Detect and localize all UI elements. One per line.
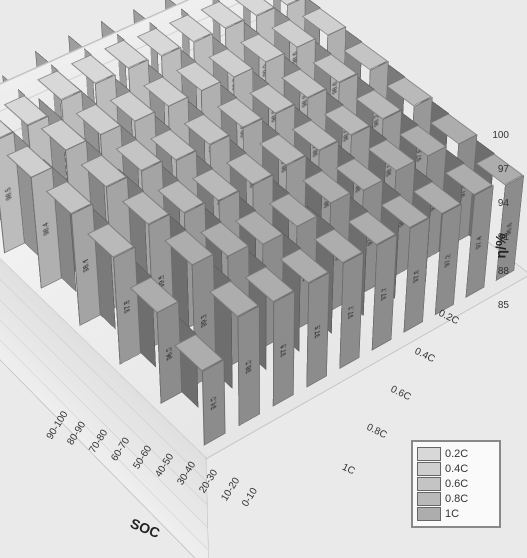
- legend-label: 0.2C: [445, 448, 468, 460]
- bar-value-label: 97.8: [122, 299, 131, 315]
- legend-label: 0.6C: [445, 478, 468, 490]
- soc-tick: 0-10: [240, 486, 260, 509]
- legend-swatch: [417, 477, 441, 491]
- legend-item: 0.4C: [417, 462, 495, 476]
- legend-item: 0.6C: [417, 477, 495, 491]
- legend-item: 0.8C: [417, 492, 495, 506]
- bar-value-label: 97.5: [279, 342, 287, 358]
- iso-stage: 98.598.599.699.799.799.499.399.299.098.6…: [52, 40, 472, 470]
- bar-value-label: 96.0: [165, 346, 173, 362]
- bar-value-label: 97.2: [444, 253, 452, 269]
- z-tick: 88: [498, 266, 509, 277]
- bar-value-label: 97.7: [347, 304, 355, 320]
- bar-value-label: 97.4: [475, 235, 483, 251]
- bar-value-label: 98.5: [4, 186, 13, 202]
- legend-swatch: [417, 462, 441, 476]
- z-tick: 85: [498, 300, 509, 311]
- legend-swatch: [417, 447, 441, 461]
- bar-value-label: 98.0: [245, 359, 253, 376]
- bar-value-label: 97.7: [380, 286, 388, 302]
- legend-label: 0.4C: [445, 463, 468, 475]
- bar-value-label: 97.6: [412, 268, 420, 284]
- legend-swatch: [417, 507, 441, 521]
- legend: 0.2C 0.4C 0.6C 0.8C 1C: [411, 440, 501, 528]
- z-tick: 91: [498, 232, 509, 243]
- bar-value-label: 97.5: [313, 323, 321, 339]
- legend-item: 0.2C: [417, 447, 495, 461]
- bar-value-label: 99.3: [200, 313, 208, 329]
- iso-scene: 98.598.599.699.799.799.499.399.299.098.6…: [0, 73, 527, 477]
- legend-label: 1C: [445, 508, 459, 520]
- z-tick: 100: [492, 130, 509, 141]
- z-tick: 94: [498, 198, 509, 209]
- bar-value-label: 94.0: [209, 395, 217, 412]
- z-tick: 97: [498, 164, 509, 175]
- legend-item: 1C: [417, 507, 495, 521]
- bar-value-label: 98.4: [42, 222, 51, 238]
- chart-container: 98.598.599.699.799.799.499.399.299.098.6…: [0, 0, 527, 558]
- legend-label: 0.8C: [445, 493, 468, 505]
- bar-value-label: 98.4: [81, 258, 90, 274]
- legend-swatch: [417, 492, 441, 506]
- soc-tick: 10-20: [219, 476, 242, 504]
